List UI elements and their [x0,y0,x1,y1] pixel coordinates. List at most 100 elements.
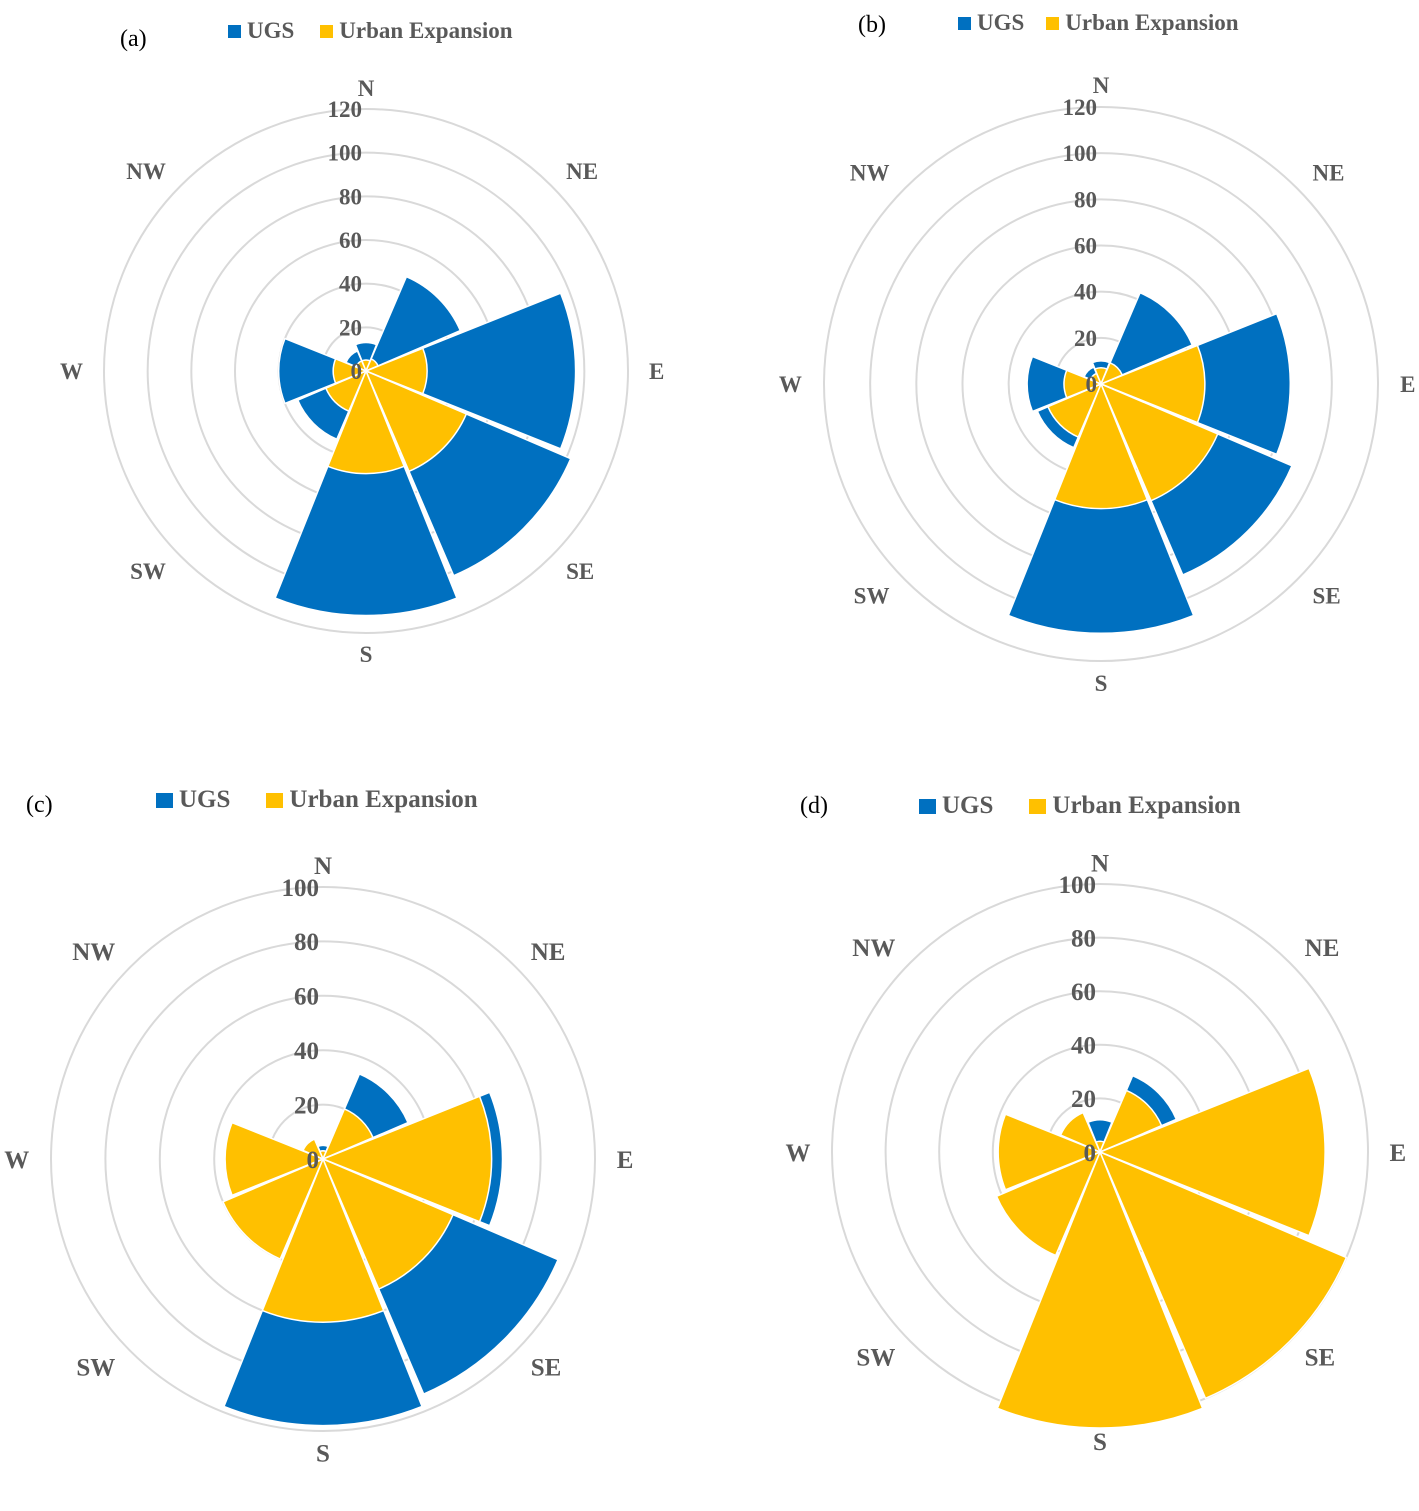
legend-ugs-swatch [228,24,241,38]
radial-tick-label: 80 [1074,187,1097,212]
sector-urban-e [1097,1067,1326,1237]
direction-label-s: S [1093,1429,1107,1456]
direction-label-ne: NE [1313,161,1345,186]
legend-urban-label: Urban Expansion [289,786,478,813]
radial-tick-label: 20 [1071,1086,1096,1113]
grid-ring [103,108,629,634]
legend-ugs-label: UGS [977,10,1025,35]
sector-ugs-e [363,292,577,450]
legend-ugs-swatch [958,16,971,30]
sector-urban-se [321,1157,454,1290]
sector-urban-sw [1046,382,1103,439]
radial-tick-label: 40 [1071,1033,1096,1060]
legend-ugs-swatch [156,792,173,808]
legend-urban-label: Urban Expansion [339,18,513,43]
sector-urban-se [364,369,468,473]
sector-urban-nw [1089,372,1103,386]
radial-tick-label: 80 [1071,925,1096,952]
direction-label-nw: NW [850,161,890,186]
sector-urban-sw [324,369,368,413]
radial-tick-label: 0 [1084,1140,1097,1167]
radial-tick-label: 120 [1063,95,1098,120]
direction-label-sw: SW [76,1354,115,1381]
direction-label-n: N [358,76,375,101]
series-urban [995,1067,1348,1429]
radial-tick-label: 80 [339,184,362,209]
sector-urban-sw [995,1150,1102,1257]
radial-tick-label: 20 [294,1092,319,1119]
direction-label-sw: SW [130,559,166,584]
sector-ugs-ne [364,275,462,373]
sector-urban-nw [302,1138,325,1161]
direction-label-w: W [786,1140,811,1167]
legend-urban-swatch [1046,16,1060,30]
panel-c-label: (c) [26,792,53,818]
sector-urban-w [224,1121,326,1197]
radial-tick-label: 100 [328,141,363,166]
sector-urban-s [996,1149,1204,1429]
direction-label-sw: SW [856,1344,895,1371]
radial-tick-label: 40 [1074,280,1097,305]
legend-urban-swatch [266,792,284,808]
direction-label-nw: NW [72,939,115,966]
direction-label-s: S [316,1441,330,1468]
legend-urban-swatch [1029,798,1047,814]
radial-tick-label: 60 [1074,234,1097,259]
legend-ugs-label: UGS [179,786,231,813]
radial-tick-label: 20 [1074,326,1097,351]
panel-b-legend: UGS Urban Expansion [958,10,1265,36]
sector-urban-sw [222,1157,325,1260]
direction-label-nw: NW [126,159,166,184]
series-urban [324,347,468,475]
sector-ugs-ne [1099,291,1194,386]
grid-ring [823,106,1379,662]
direction-label-w: W [60,359,83,384]
sector-ugs-n [1087,1119,1113,1155]
direction-label-se: SE [566,559,594,584]
radial-tick-label: 60 [339,228,362,253]
panel-a-label: (a) [120,26,147,52]
direction-label-e: E [1389,1140,1406,1167]
direction-label-se: SE [1305,1344,1336,1371]
sector-ugs-w [277,337,369,405]
sector-urban-se [1098,1150,1348,1400]
panel-d-legend: UGS Urban Expansion [919,792,1267,820]
sector-urban-e [320,1095,493,1223]
panel-b-label: (b) [858,12,886,38]
radial-tick-label: 100 [1063,141,1098,166]
direction-label-e: E [617,1147,634,1174]
sector-urban-se [1099,382,1219,502]
direction-label-s: S [1095,671,1108,696]
radial-tick-label: 120 [328,97,363,122]
legend-urban-swatch [320,24,334,38]
panel-a-legend: UGS Urban Expansion [228,18,539,44]
sector-urban-w [997,1113,1103,1191]
sector-urban-ne [1098,1089,1163,1154]
radial-tick-label: 0 [1086,372,1098,397]
sector-urban-e [363,347,428,395]
legend-ugs-swatch [919,798,936,814]
direction-label-nw: NW [852,935,895,962]
radial-tick-label: 40 [294,1038,319,1065]
sector-urban-s [1053,381,1149,510]
legend-urban-label: Urban Expansion [1065,10,1239,35]
sector-urban-w [1063,369,1104,399]
direction-label-ne: NE [566,159,598,184]
sector-urban-s [326,368,406,475]
radial-tick-label: 80 [294,929,319,956]
radial-tick-label: 40 [339,272,362,297]
panel-c-legend: UGS Urban Expansion [156,786,504,814]
sector-urban-nw [1059,1111,1102,1154]
direction-label-n: N [314,853,332,880]
direction-label-e: E [1400,372,1415,397]
direction-label-n: N [1093,73,1110,98]
radial-tick-label: 0 [307,1147,320,1174]
legend-ugs-label: UGS [942,792,994,819]
sector-urban-e [1098,344,1206,424]
radial-tick-label: 100 [1059,872,1097,899]
direction-label-se: SE [531,1354,562,1381]
